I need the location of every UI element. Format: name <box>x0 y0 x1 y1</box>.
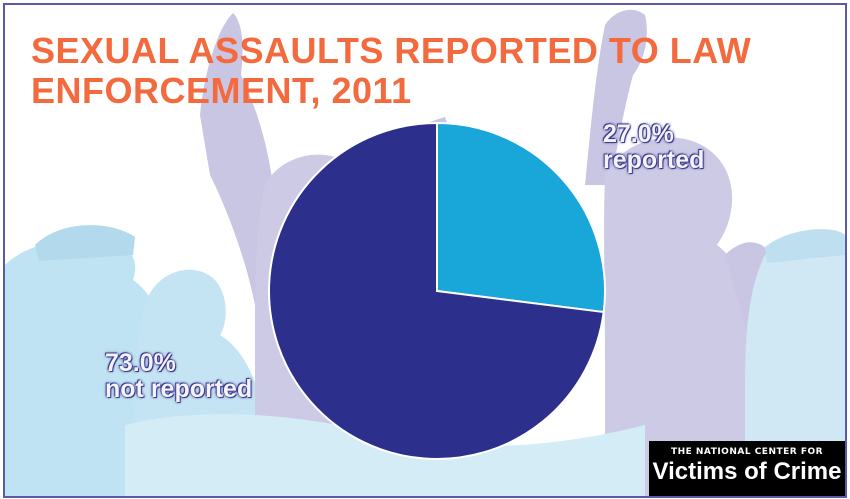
slice-label-not-reported: 73.0% not reported <box>105 350 252 402</box>
slice-name-not-reported: not reported <box>105 376 252 402</box>
infographic-frame: SEXUAL ASSAULTS REPORTED TO LAW ENFORCEM… <box>3 3 847 498</box>
organization-logo: THE NATIONAL CENTER FOR Victims of Crime <box>649 441 845 496</box>
slice-label-reported: 27.0% reported <box>603 121 704 173</box>
logo-line-2: Victims of Crime <box>649 457 845 487</box>
slice-name-reported: reported <box>603 147 704 173</box>
pie-slice-reported <box>437 123 605 312</box>
slice-value-reported: 27.0% <box>603 121 704 147</box>
logo-line-1: THE NATIONAL CENTER FOR <box>649 447 845 457</box>
slice-value-not-reported: 73.0% <box>105 350 252 376</box>
pie-chart <box>5 5 845 496</box>
